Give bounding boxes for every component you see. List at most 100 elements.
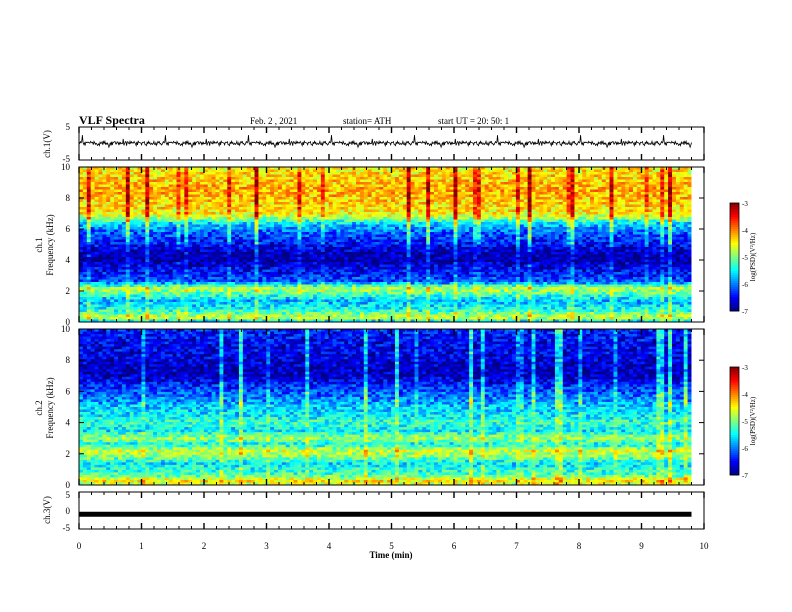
ch1-spectrogram-cell [285,244,290,248]
ch1-spectrogram-cell [383,174,388,178]
ch1-spectrogram-cell [551,182,556,185]
ch1-spectrogram-cell [125,229,131,233]
ch1-spectrogram-cell [235,237,240,240]
ch1-spectrogram-cell [613,237,618,240]
ch1-spectrogram-cell [410,209,415,213]
ch1-spectrogram-cell [289,177,294,180]
ch1-spectrogram-cell [527,187,532,190]
ch1-spectrogram-cell [527,182,532,185]
ch1-spectrogram-cell [188,214,193,218]
ch1-spectrogram-cell [515,224,521,228]
ch1-spectrogram-cell [632,187,638,190]
ch1-spectrogram-cell [484,177,489,180]
ch1-spectrogram-cell [98,234,103,238]
ch1-spectrogram-cell [574,214,579,218]
ch1-spectrogram-cell [664,242,669,245]
ch1-spectrogram-cell [207,214,212,218]
ch1-spectrogram-cell [395,174,400,178]
ch1-spectrogram-cell [102,177,107,180]
ch1-spectrogram-cell [340,214,345,218]
ch1-spectrogram-cell [203,229,209,233]
ch1-spectrogram-cell [617,217,622,220]
ch1-spectrogram-cell [593,172,599,175]
ch1-spectrogram-cell [246,242,251,245]
ch1-spectrogram-cell [648,197,653,200]
ch1-spectrogram-cell [203,212,209,215]
ch1-spectrogram-cell [500,177,505,180]
ch1-spectrogram-cell [597,237,603,240]
ch1-spectrogram-cell [293,177,298,180]
ch1-spectrogram-cell [512,179,517,183]
ch1-spectrogram-cell [125,219,131,223]
ch1-spectrogram-cell [313,194,318,198]
ch1-spectrogram-cell [445,192,450,195]
ch1-spectrogram-cell [523,224,528,228]
ch1-spectrogram-cell [375,192,380,195]
ch1-spectrogram-cell [515,177,521,180]
ch1-spectrogram-cell [609,242,614,245]
ch1-spectrogram-cell [660,194,665,198]
ch1-spectrogram-cell [266,222,271,225]
ch1-spectrogram-cell [86,197,91,200]
ch1-spectrogram-cell [480,237,486,240]
ch1-spectrogram-cell [582,172,587,175]
ch1-spectrogram-cell [153,167,158,170]
ch1-spectrogram-cell [402,197,408,200]
ch1-spectrogram-cell [500,197,505,200]
ch1-spectrogram-cell [437,217,443,220]
ch1-spectrogram-cell [180,224,185,228]
ch1-spectrogram-cell [157,242,162,245]
ch1-spectrogram-cell [671,184,677,188]
ch1-spectrogram-cell [625,232,630,235]
ch1-spectrogram-cell [648,229,653,233]
ch1-spectrogram-cell [332,212,337,215]
ch1-spectrogram-cell [652,194,657,198]
ch1-spectrogram-cell [168,169,173,173]
ch1-spectrogram-cell [215,207,220,210]
ch1-spectrogram-cell [465,239,470,243]
ch1-spectrogram-cell [391,237,396,240]
ch1-spectrogram-cell [102,189,107,193]
ch1-spectrogram-cell [157,224,162,228]
ch1-spectrogram-cell [262,217,267,220]
ch1-spectrogram-cell [196,232,201,235]
ch1-spectrogram-cell [110,189,115,193]
ch1-spectrogram-cell [383,187,388,190]
ch1-spectrogram-cell [492,179,497,183]
ch1-spectrogram-cell [211,244,216,248]
ch1-spectrogram-cell [348,239,353,243]
ch1-spectrogram-cell [118,219,123,223]
ch1-spectrogram-cell [149,202,154,205]
ch1-spectrogram-cell [133,222,138,225]
ch1-spectrogram-cell [293,202,298,205]
ch1-spectrogram-cell [90,232,95,235]
ch1-spectrogram-cell [274,174,279,178]
ch1-spectrogram-cell [434,229,439,233]
ch1-spectrogram-cell [414,219,419,223]
ch1-spectrogram-cell [387,194,392,198]
ch1-spectrogram-cell [613,224,618,228]
ch1-spectrogram-cell [348,222,353,225]
ch1-spectrogram-cell [675,182,681,185]
ch1-spectrogram-cell [668,242,673,245]
ch1-spectrogram-cell [644,192,649,195]
ch1-spectrogram-cell [652,197,657,200]
ch1-spectrogram-cell [262,199,267,203]
ch1-spectrogram-cell [289,214,294,218]
ch1-spectrogram-cell [215,244,220,248]
ch1-spectrogram-cell [219,222,224,225]
ch1-spectrogram-cell [660,234,665,238]
ch1-spectrogram-cell [406,222,411,225]
ch1-spectrogram-cell [410,239,415,243]
ch1-spectrogram-cell [430,184,435,188]
ch1-spectrogram-cell [383,232,388,235]
ch1-spectrogram-cell [297,167,302,170]
ch1-spectrogram-cell [254,194,259,198]
ch1-spectrogram-cell [90,222,95,225]
ch1-spectrogram-cell [621,174,626,178]
ch1-spectrogram-cell [465,207,470,210]
ch1-spectrogram-cell [363,224,368,228]
ch1-spectrogram-cell [118,194,123,198]
ch1-spectrogram-cell [465,219,470,223]
ch1-spectrogram-cell [648,174,653,178]
